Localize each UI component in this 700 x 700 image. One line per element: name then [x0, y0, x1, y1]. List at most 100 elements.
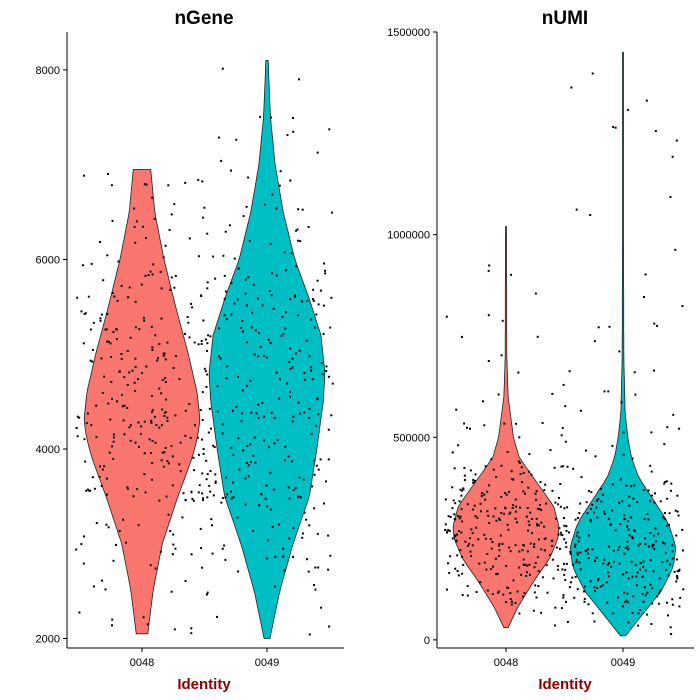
data-point [151, 478, 153, 481]
data-point [522, 490, 525, 493]
data-point [488, 484, 491, 487]
data-point [206, 373, 209, 376]
data-point [282, 547, 285, 550]
data-point [563, 573, 566, 576]
data-point [83, 438, 86, 441]
data-point [678, 605, 681, 608]
data-point [331, 382, 334, 385]
data-point [238, 468, 241, 471]
data-point [489, 538, 492, 541]
data-point [99, 317, 102, 320]
data-point [676, 558, 678, 561]
data-point [325, 480, 327, 483]
data-point [667, 574, 670, 577]
data-point [211, 524, 213, 527]
data-point [147, 274, 150, 277]
data-point [137, 524, 140, 527]
data-point [273, 442, 276, 445]
data-point [265, 356, 268, 359]
data-point [651, 587, 654, 590]
data-point [524, 563, 526, 566]
data-point [301, 536, 304, 539]
data-point [116, 299, 119, 302]
data-point [478, 562, 481, 565]
data-point [457, 574, 460, 577]
data-point [579, 409, 582, 412]
data-point [675, 580, 678, 583]
data-point [105, 523, 108, 526]
data-point [307, 570, 310, 573]
x-tick-label: 0048 [494, 657, 518, 669]
data-point [252, 454, 255, 457]
data-point [673, 570, 676, 573]
data-point [209, 490, 212, 493]
data-point [539, 504, 541, 506]
data-point [523, 544, 525, 547]
data-point [633, 371, 636, 374]
data-point [210, 518, 213, 521]
data-point [297, 495, 300, 498]
data-point [308, 416, 311, 419]
data-point [543, 489, 546, 492]
data-point [254, 461, 257, 464]
data-point [292, 117, 294, 119]
data-point [158, 387, 161, 390]
points-0049 [200, 67, 334, 636]
data-point [595, 556, 598, 559]
data-point [678, 568, 681, 571]
data-point [494, 557, 497, 560]
data-point [518, 461, 521, 464]
data-point [500, 464, 503, 467]
data-point [150, 452, 153, 454]
data-point [526, 564, 529, 567]
data-point [220, 501, 223, 504]
data-point [633, 484, 636, 487]
data-point [201, 566, 204, 569]
data-point [233, 257, 236, 260]
data-point [331, 211, 334, 214]
data-point [466, 503, 469, 506]
data-point [181, 516, 184, 519]
data-point [585, 449, 587, 452]
data-point [269, 342, 272, 345]
data-point [631, 537, 634, 540]
data-point [456, 570, 459, 572]
data-point [535, 498, 538, 501]
data-point [466, 545, 469, 547]
data-point [510, 600, 513, 603]
data-point [236, 298, 239, 301]
data-point [197, 178, 200, 181]
data-point [223, 274, 226, 277]
data-point [642, 489, 645, 492]
data-point [664, 552, 667, 555]
data-point [666, 497, 669, 500]
data-point [165, 398, 168, 401]
data-point [201, 391, 204, 394]
data-point [669, 626, 672, 629]
data-point [184, 499, 187, 502]
data-point [563, 524, 566, 527]
data-point [310, 318, 313, 321]
data-point [230, 313, 233, 316]
data-point [202, 216, 205, 219]
data-point [608, 325, 611, 328]
data-point [272, 307, 275, 310]
data-point [603, 510, 606, 513]
data-point [591, 548, 594, 551]
data-point [291, 357, 294, 360]
data-point [217, 355, 220, 358]
data-point [626, 601, 629, 604]
data-point [481, 492, 483, 495]
data-point [287, 486, 290, 489]
data-point [160, 459, 163, 462]
data-point [631, 535, 634, 538]
data-point [534, 562, 537, 564]
data-point [589, 508, 592, 510]
data-point [162, 256, 165, 259]
data-point [528, 524, 531, 527]
data-point [316, 151, 319, 154]
data-point [662, 516, 665, 519]
data-point [134, 326, 137, 329]
data-point [612, 560, 615, 563]
data-point [258, 504, 261, 507]
